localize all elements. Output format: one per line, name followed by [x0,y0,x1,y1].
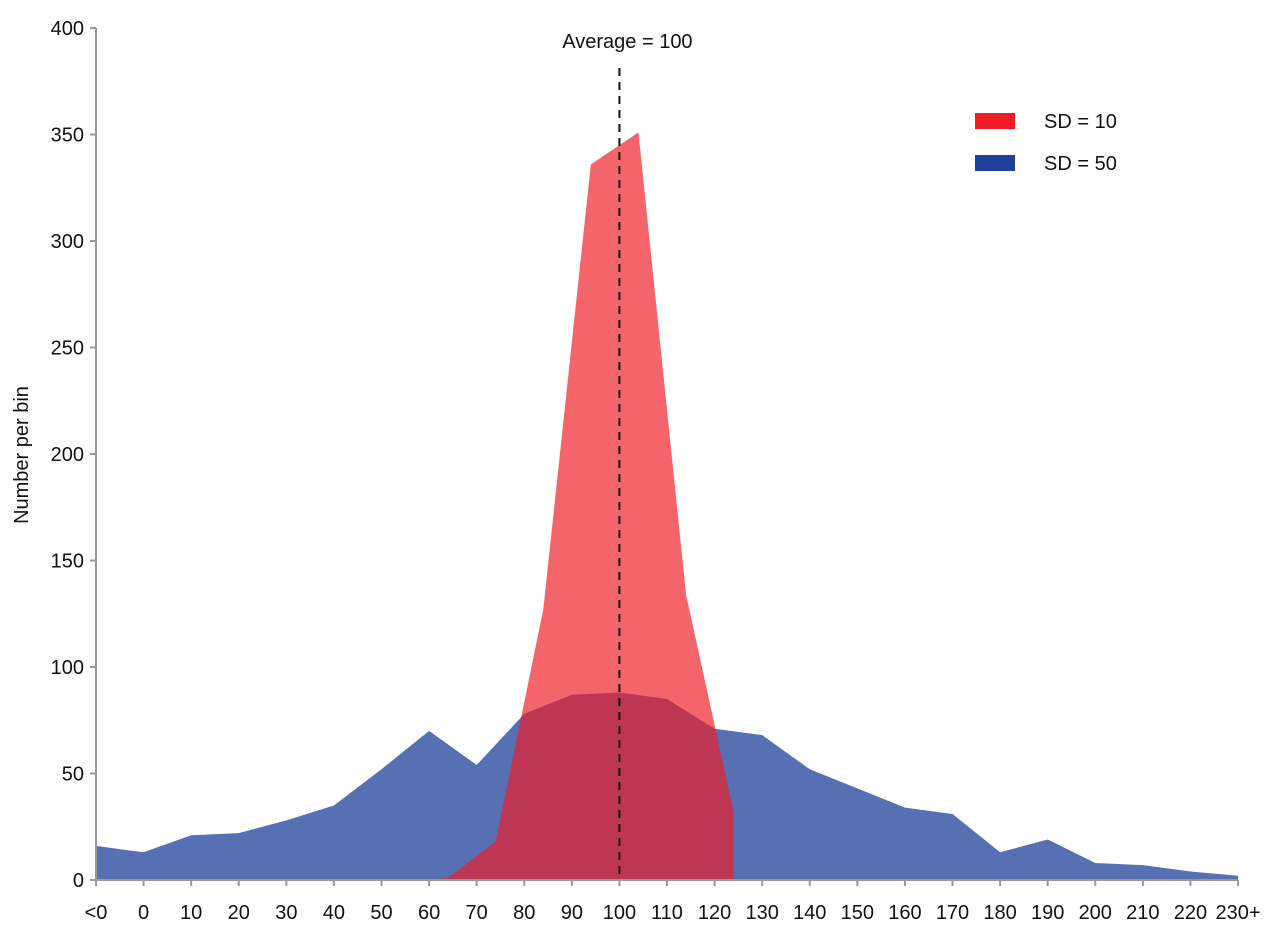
x-tick-label: 70 [466,902,488,924]
x-tick-label: 230+ [1215,902,1260,924]
x-tick-label: 100 [603,902,636,924]
y-tick-label: 150 [51,551,84,573]
legend: SD = 10 SD = 50 [975,111,1117,175]
legend-swatch [975,113,1015,129]
area-series-group [96,132,1238,880]
x-tick-label: 200 [1079,902,1112,924]
area-series-sd-10 [429,132,734,880]
x-tick-label: 20 [228,902,250,924]
x-tick-label: 170 [936,902,969,924]
y-tick-label: 0 [73,870,84,892]
x-tick-label: 50 [370,902,392,924]
y-tick-label: 200 [51,444,84,466]
x-tick-label: 220 [1174,902,1207,924]
x-tick-label: 180 [983,902,1016,924]
annotation-group: Average = 100 [562,31,693,880]
y-tick-label: 250 [51,338,84,360]
x-tick-label: 60 [418,902,440,924]
x-tick-label: 80 [513,902,535,924]
y-tick-label: 300 [51,231,84,253]
x-tick-label: 110 [651,902,683,924]
x-tick-label: 90 [561,902,583,924]
x-tick-label: 190 [1031,902,1064,924]
y-tick-label: 100 [51,657,84,679]
x-tick-label: 130 [745,902,778,924]
x-tick-label: 210 [1126,902,1159,924]
y-tick-label: 50 [62,764,84,786]
x-tick-label: 150 [841,902,874,924]
x-tick-label: 10 [180,902,202,924]
legend-label: SD = 10 [1044,111,1117,133]
x-tick-label: 140 [793,902,826,924]
x-tick-label: <0 [85,902,108,924]
y-tick-label: 350 [51,125,84,147]
x-tick-label: 30 [275,902,297,924]
legend-label: SD = 50 [1044,153,1117,175]
y-axis-title: Number per bin [11,386,33,524]
y-tick-label: 400 [51,18,84,40]
x-tick-label: 40 [323,902,345,924]
x-tick-label: 120 [698,902,731,924]
x-tick-label: 0 [138,902,149,924]
legend-swatch [975,155,1015,171]
x-tick-label: 160 [888,902,921,924]
average-label: Average = 100 [562,31,692,53]
